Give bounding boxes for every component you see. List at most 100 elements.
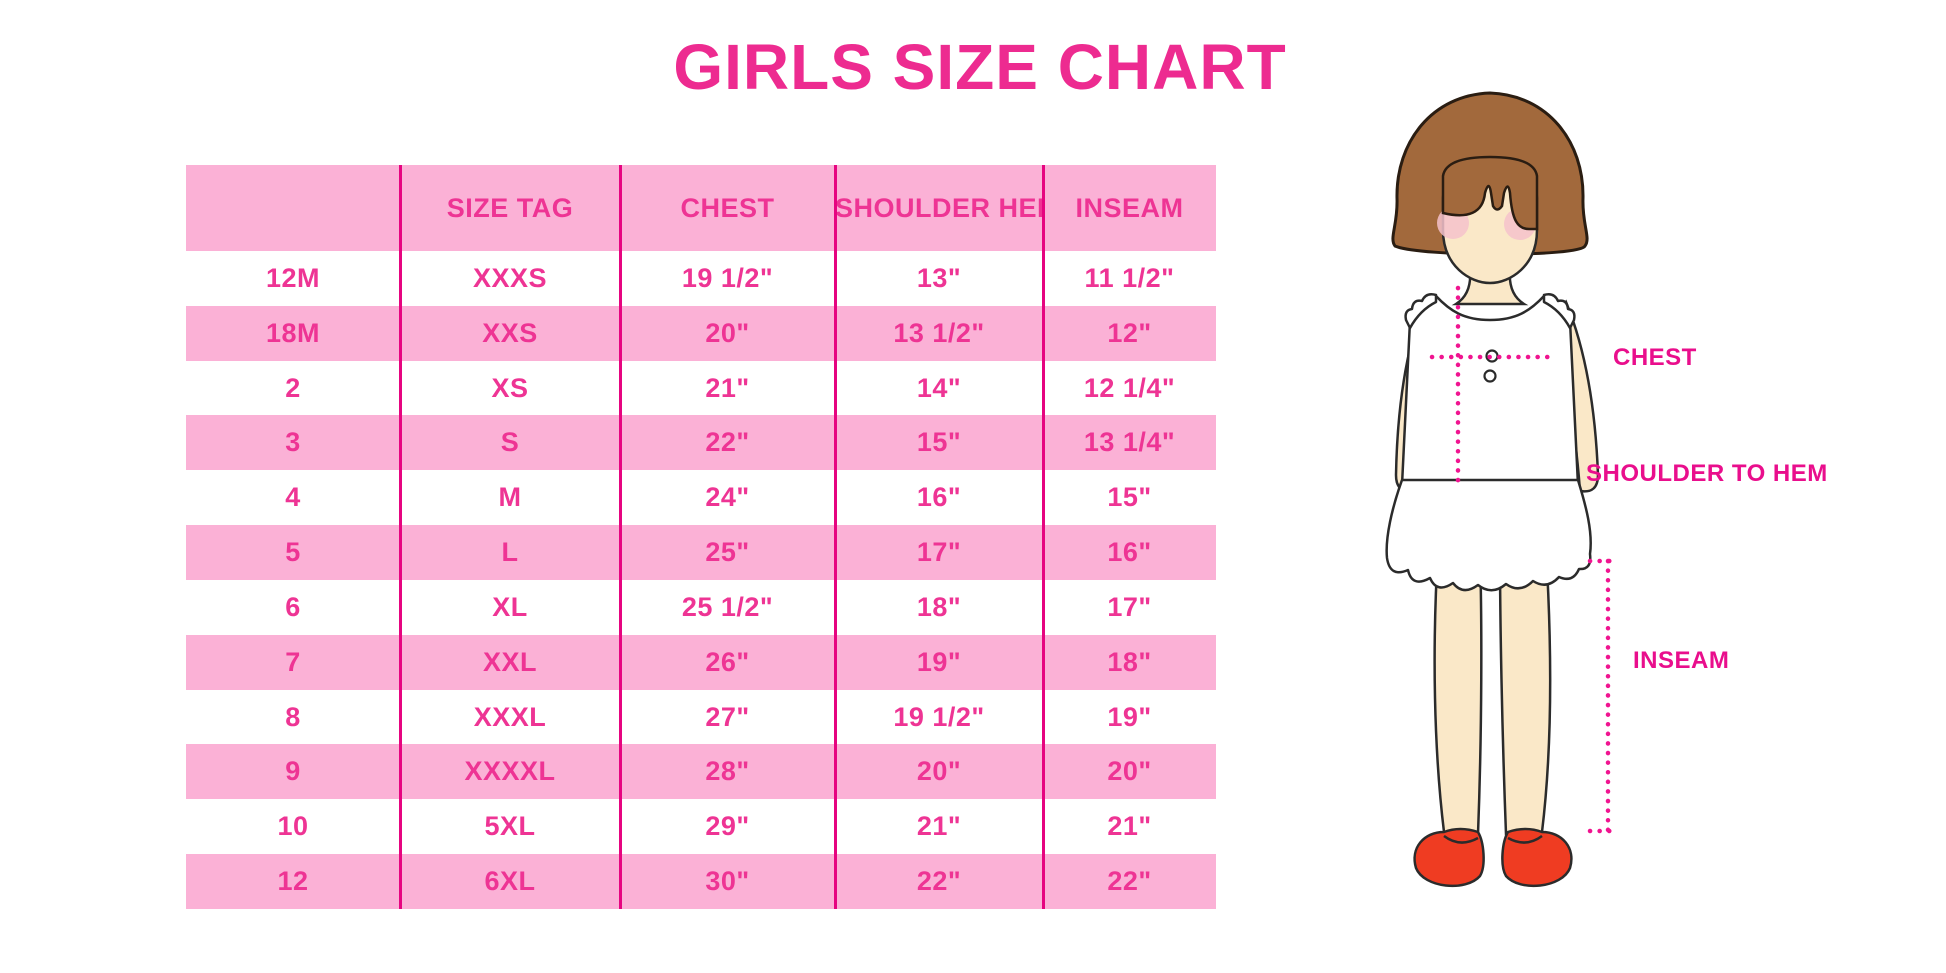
right-shoulder-ruffle (1542, 293, 1576, 330)
table-cell: 17" (916, 537, 962, 568)
table-cell: 20" (916, 756, 962, 787)
girl-right-leg (1498, 548, 1552, 836)
table-cell: 12" (1107, 317, 1152, 348)
column-divider (834, 165, 837, 909)
table-cell: 28" (705, 756, 750, 787)
table-header-row: SIZE TAG CHEST SHOULDER HEM INSEAM (186, 165, 1216, 251)
table-cell: 16" (1107, 537, 1152, 568)
column-divider (619, 165, 622, 909)
table-cell: 18" (916, 591, 962, 622)
table-cell: XXL (482, 646, 537, 677)
header-cell-empty (186, 165, 400, 251)
page-title: GIRLS SIZE CHART (673, 31, 1287, 103)
table-cell: XXXS (472, 263, 548, 293)
inseam-measurement-label: INSEAM (1633, 647, 1730, 674)
left-shoe-strap (1443, 834, 1479, 844)
table-cell: 20" (705, 317, 750, 348)
table-cell: 22" (705, 427, 750, 458)
table-cell: 5 (285, 537, 301, 568)
table-cell: 12 1/4" (1083, 372, 1176, 403)
table-cell: XS (491, 372, 529, 403)
left-shoulder-ruffle (1404, 293, 1438, 330)
girl-skirt (1385, 478, 1592, 592)
girl-illustration (1385, 91, 1621, 888)
table-cell: 30" (705, 866, 750, 897)
table-cell: 20" (1107, 756, 1152, 787)
table-cell: 27" (705, 701, 750, 732)
table-cell: 7 (285, 646, 301, 677)
table-row: 10 5XL 29" 21" 21" (186, 799, 1216, 855)
column-divider (1042, 165, 1045, 909)
table-cell: 17" (1107, 591, 1152, 622)
table-cell: 19" (1107, 701, 1152, 732)
table-cell: 22" (916, 866, 962, 897)
table-cell: 6XL (484, 866, 536, 897)
table-cell: 8 (285, 701, 301, 732)
table-cell: S (500, 427, 520, 458)
table-row: 12M XXXS 19 1/2" 13" 11 1/2" (186, 251, 1216, 306)
table-cell: 4 (285, 482, 301, 513)
table-cell: 11 1/2" (1084, 263, 1175, 293)
table-cell: 9 (285, 756, 301, 787)
table-cell: 13 1/4" (1083, 427, 1176, 458)
table-cell: 13 1/2" (893, 317, 985, 348)
table-cell: 21" (1107, 811, 1152, 842)
top-button-lower (1483, 369, 1497, 383)
header-cell-chest: CHEST (680, 193, 775, 223)
header-cell-size-tag: SIZE TAG (446, 193, 574, 223)
table-cell: 24" (705, 482, 750, 513)
table-cell: 19 1/2" (681, 263, 774, 293)
right-shoe-strap (1507, 834, 1543, 844)
table-cell: 18M (265, 317, 321, 348)
table-cell: XL (492, 591, 528, 622)
table-row: 8 XXXL 27" 19 1/2" 19" (186, 689, 1216, 745)
table-cell: 21" (705, 372, 750, 403)
table-cell: 5XL (484, 811, 536, 842)
table-row: 12 6XL 30" 22" 22" (186, 854, 1216, 909)
shoulder-to-hem-measurement-label: SHOULDER TO HEM (1586, 460, 1828, 487)
header-cell-shoulder-hem: SHOULDER HEM (835, 193, 1043, 223)
table-cell: XXS (482, 317, 538, 348)
girls-size-table: SIZE TAG CHEST SHOULDER HEM INSEAM 12M XXXS 1… (186, 165, 1216, 909)
table-cell: 12 (277, 866, 309, 897)
table-cell: 29" (705, 811, 750, 842)
table-cell: 22" (1107, 866, 1152, 897)
table-cell: 21" (916, 811, 962, 842)
table-row: 2 XS 21" 14" 12 1/4" (186, 360, 1216, 416)
table-cell: 2 (285, 372, 301, 403)
table-cell: 19 1/2" (893, 701, 985, 732)
table-row: 3 S 22" 15" 13 1/4" (186, 415, 1216, 471)
girl-left-leg (1433, 548, 1483, 836)
table-row: 5 L 25" 17" 16" (186, 525, 1216, 580)
table-cell: 14" (916, 372, 962, 403)
table-cell: 25" (705, 537, 750, 568)
table-cell: M (498, 482, 522, 513)
table-cell: 19" (916, 646, 962, 677)
girl-right-shoe (1501, 827, 1573, 888)
table-cell: L (501, 537, 519, 568)
table-cell: 25 1/2" (681, 591, 774, 622)
table-cell: 26" (705, 646, 750, 677)
table-row: 7 XXL 26" 19" 18" (186, 634, 1216, 690)
table-row: 6 XL 25 1/2" 18" 17" (186, 579, 1216, 635)
table-cell: 15" (916, 427, 962, 458)
table-cell: 10 (277, 811, 309, 842)
table-row: 9 XXXXL 28" 20" 20" (186, 744, 1216, 800)
table-cell: 16" (916, 482, 962, 513)
table-row: 18M XXS 20" 13 1/2" 12" (186, 305, 1216, 361)
table-cell: XXXL (473, 701, 547, 732)
girl-left-shoe (1413, 827, 1485, 888)
header-cell-inseam: INSEAM (1075, 193, 1184, 223)
table-cell: XXXXL (464, 756, 556, 787)
chest-measurement-label: CHEST (1613, 344, 1697, 371)
table-body: 12M XXXS 19 1/2" 13" 11 1/2" 18M XXS 20" 13 1/2"… (186, 251, 1216, 909)
table-cell: 6 (285, 591, 301, 622)
table-cell: 15" (1107, 482, 1152, 513)
table-cell: 12M (265, 263, 321, 293)
girl-bangs (1441, 155, 1539, 231)
girl-top-bodice (1400, 294, 1580, 487)
column-divider (399, 165, 402, 909)
table-cell: 13" (916, 263, 962, 293)
table-cell: 3 (285, 427, 301, 458)
